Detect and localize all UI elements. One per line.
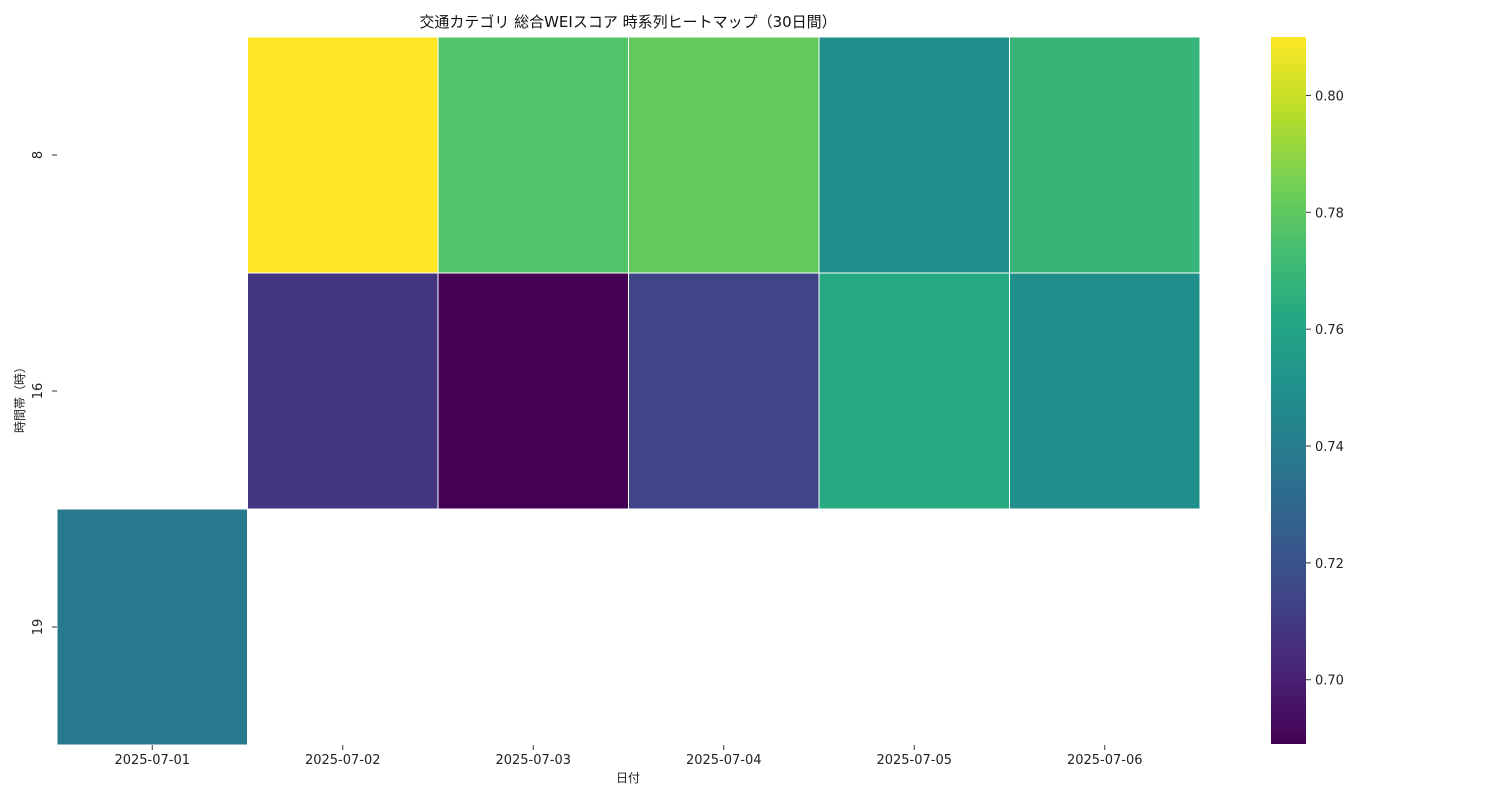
colorbar-tick-label: 0.76 <box>1315 323 1344 338</box>
heatmap-cell <box>628 272 820 510</box>
heatmap-cells <box>56 36 1201 746</box>
chart-title: 交通カテゴリ 総合WEIスコア 時系列ヒートマップ（30日間） <box>419 13 836 31</box>
y-tick-label: 8 <box>31 151 46 159</box>
x-tick-label: 2025-07-05 <box>876 753 952 768</box>
y-axis-ticks: 8 16 19 <box>31 151 57 635</box>
x-axis-ticks: 2025-07-01 2025-07-02 2025-07-03 2025-07-04… <box>114 745 1143 768</box>
heatmap-cell <box>1009 272 1201 510</box>
x-axis-label: 日付 <box>616 771 640 785</box>
colorbar-tick-label: 0.70 <box>1315 674 1344 689</box>
colorbar-tick-label: 0.72 <box>1315 557 1344 572</box>
y-tick-label: 19 <box>31 619 46 636</box>
y-axis-label: 時間帯（時） <box>13 361 27 433</box>
x-tick-label: 2025-07-03 <box>495 753 571 768</box>
colorbar <box>1271 37 1306 744</box>
heatmap-cell <box>818 36 1010 274</box>
heatmap-cell <box>247 272 439 510</box>
x-tick-label: 2025-07-02 <box>305 753 381 768</box>
colorbar-tick-label: 0.80 <box>1315 89 1344 104</box>
colorbar-ticks: 0.70 0.72 0.74 0.76 0.78 0.80 <box>1306 89 1344 689</box>
heatmap-cell <box>56 508 248 746</box>
heatmap-cell <box>437 36 629 274</box>
heatmap-cell <box>1009 36 1201 274</box>
heatmap-cell <box>247 36 439 274</box>
x-tick-label: 2025-07-06 <box>1067 753 1143 768</box>
x-tick-label: 2025-07-01 <box>114 753 190 768</box>
heatmap-cell <box>628 36 820 274</box>
heatmap-cell <box>437 272 629 510</box>
x-tick-label: 2025-07-04 <box>686 753 762 768</box>
colorbar-tick-label: 0.74 <box>1315 440 1344 455</box>
heatmap-cell <box>818 272 1010 510</box>
y-tick-label: 16 <box>31 383 46 400</box>
colorbar-tick-label: 0.78 <box>1315 206 1344 221</box>
